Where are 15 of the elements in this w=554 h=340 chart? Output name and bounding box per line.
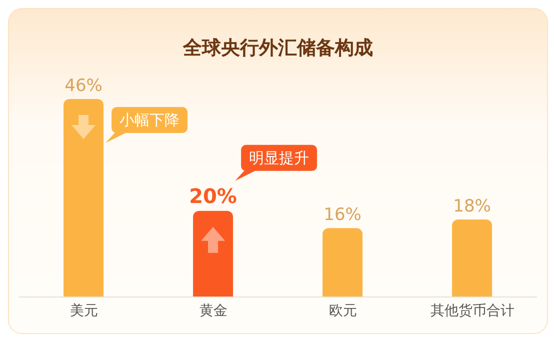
bar bbox=[452, 220, 492, 297]
data-label: 46% bbox=[64, 76, 102, 96]
bar bbox=[322, 228, 363, 297]
x-tick-label: 美元 bbox=[70, 302, 98, 319]
annotation: 明显提升 bbox=[249, 148, 310, 167]
data-label: 18% bbox=[453, 196, 491, 217]
bar bbox=[193, 210, 234, 297]
data-label: 16% bbox=[324, 205, 362, 226]
chart-title: 全球央行外汇储备构成 bbox=[182, 36, 374, 61]
x-tick-label: 黄金 bbox=[199, 302, 228, 319]
x-tick-label: 其他货币合计 bbox=[430, 302, 514, 319]
x-tick-label: 欧元 bbox=[328, 302, 357, 319]
data-label: 20% bbox=[189, 184, 237, 208]
annotation: 小幅下降 bbox=[120, 111, 180, 129]
bar bbox=[64, 99, 104, 297]
